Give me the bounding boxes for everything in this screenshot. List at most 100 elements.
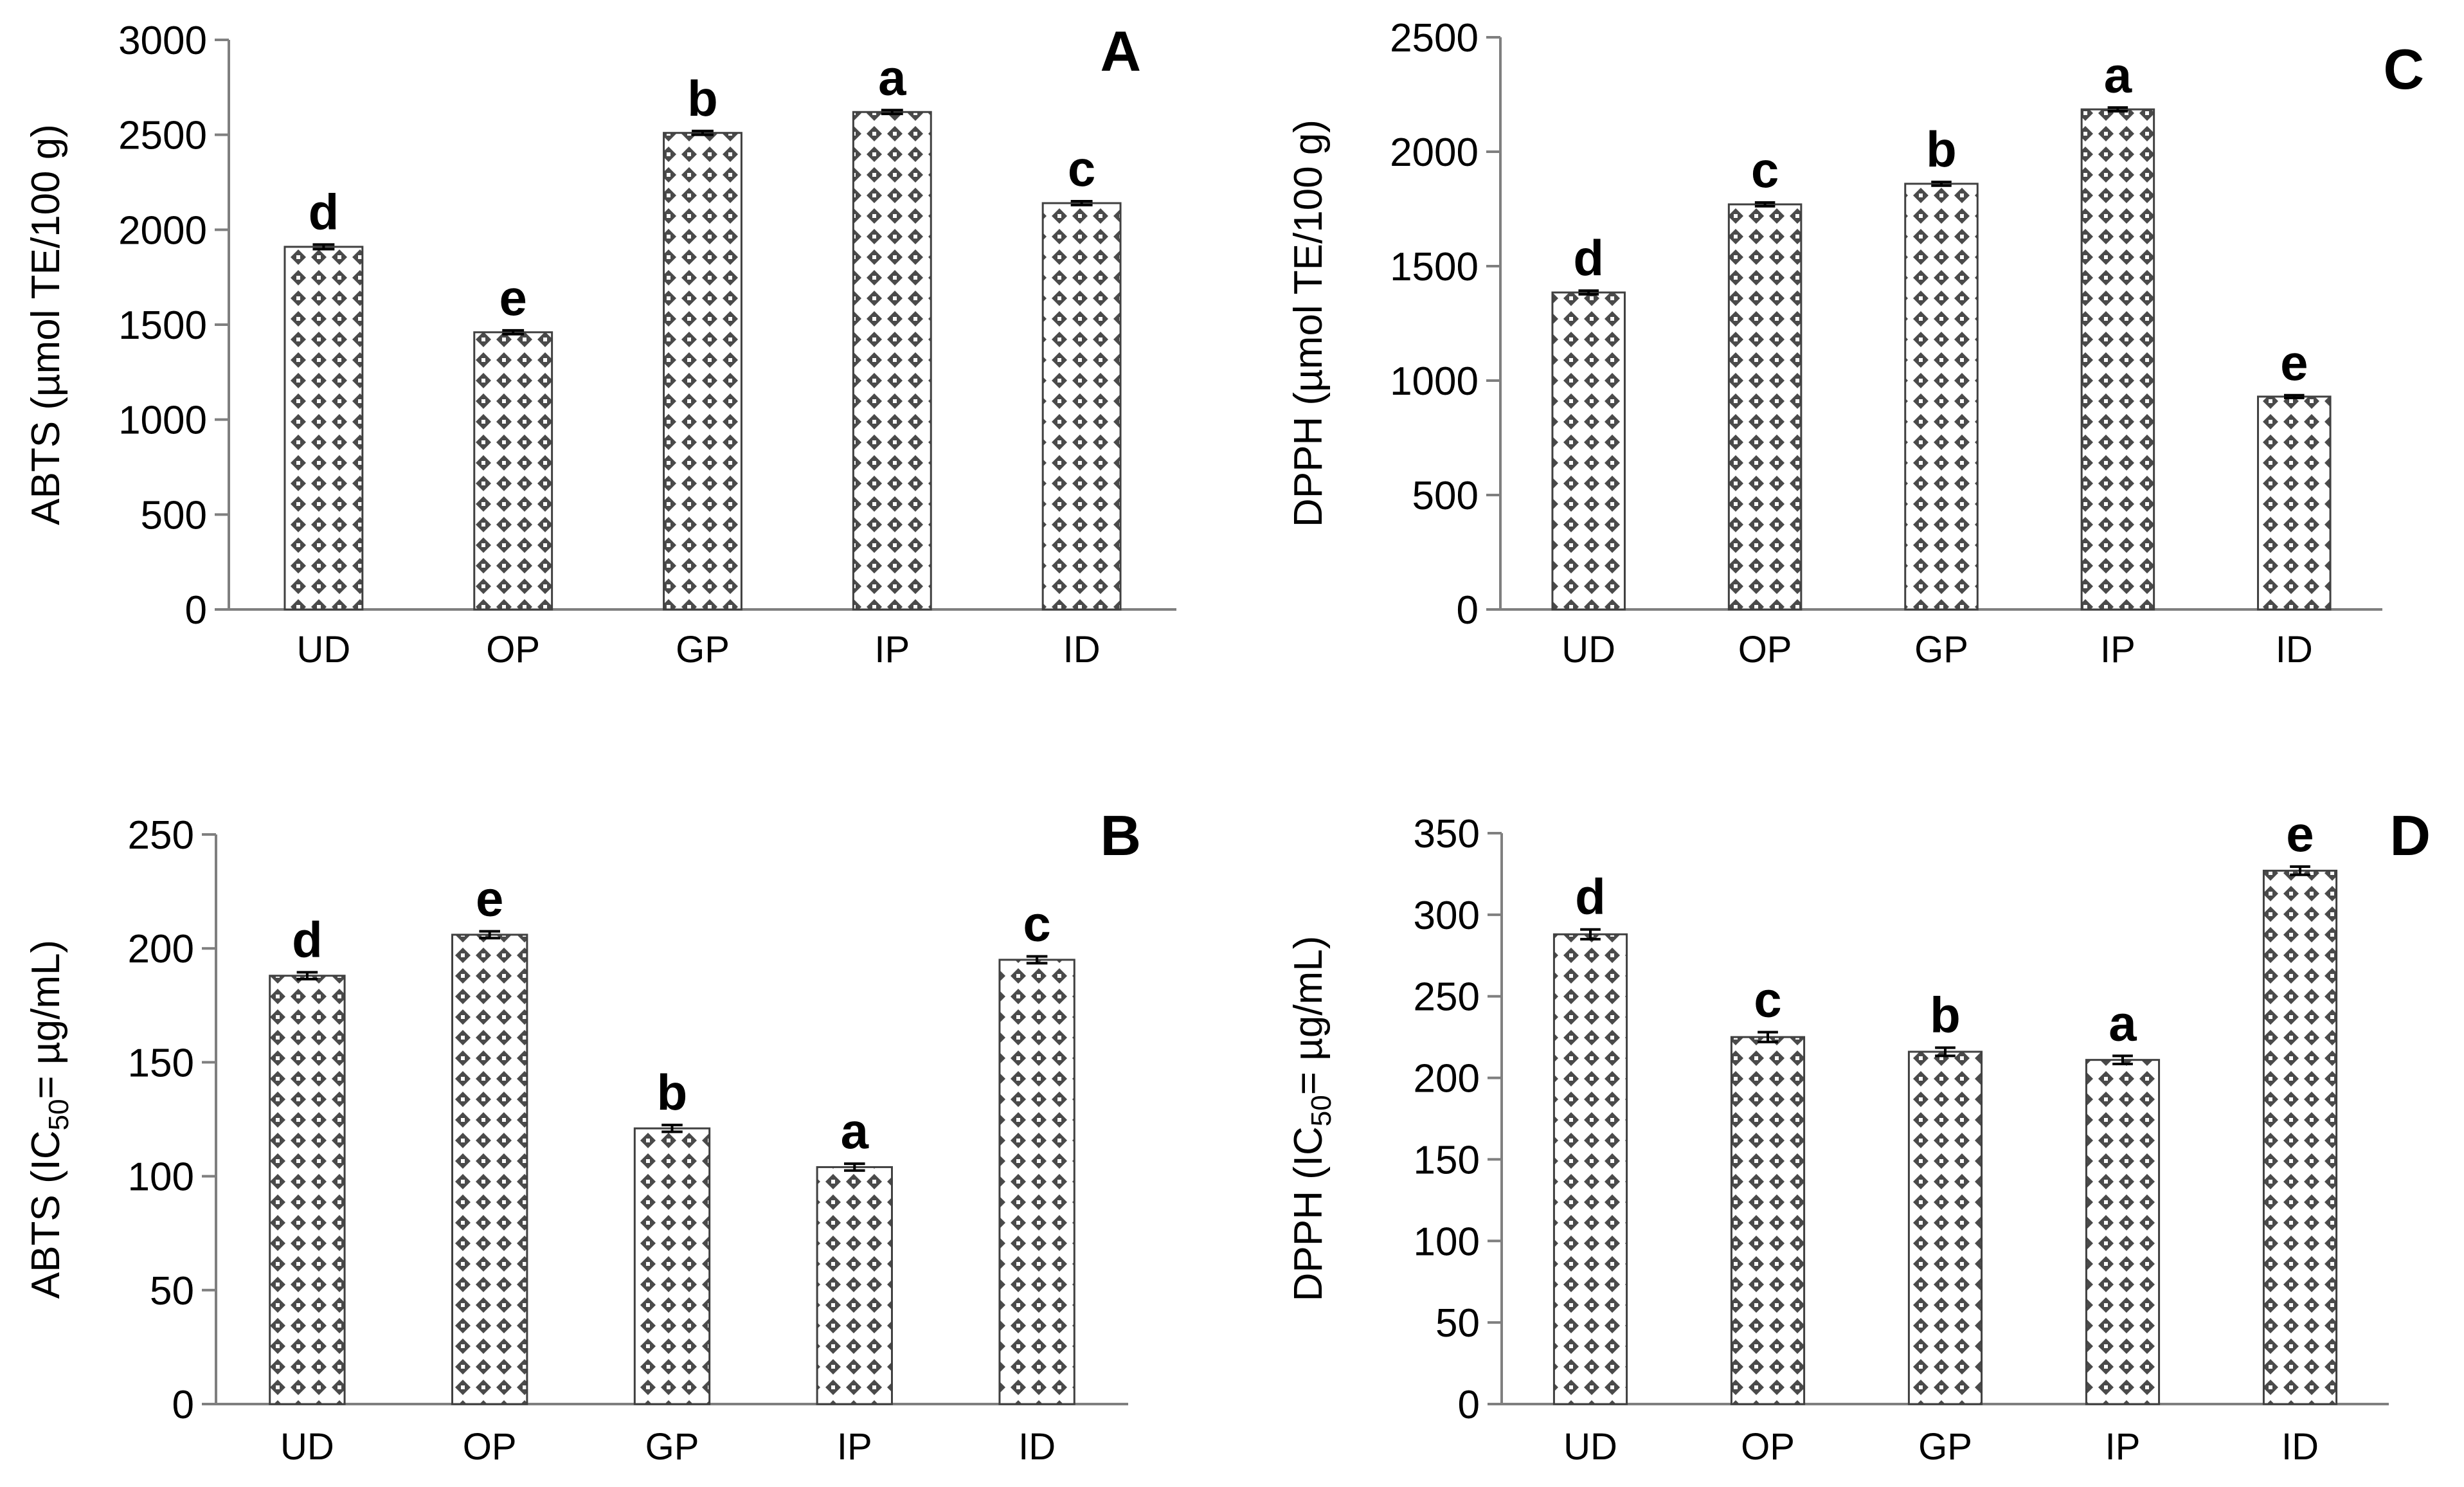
bar-ud xyxy=(1551,291,1626,611)
bar-gp xyxy=(1904,183,1979,611)
y-tick-label: 350 xyxy=(1414,812,1480,856)
significance-letter: a xyxy=(2104,46,2132,103)
bar-op xyxy=(1727,203,1803,611)
bar-ip xyxy=(816,1166,893,1405)
y-axis-title: ABTS (IC50= µg/mL) xyxy=(24,940,75,1299)
significance-letter: c xyxy=(1068,140,1095,197)
y-tick-label: 500 xyxy=(141,493,207,537)
y-tick-label: 100 xyxy=(128,1155,194,1200)
y-tick-label: 2500 xyxy=(118,114,207,158)
chart-dpph-teac-svg: 0 500 1000 1500 2000 2500 d UD c OP b GP a IP e ID DPPH … xyxy=(1286,16,2424,671)
category-label: GP xyxy=(1914,629,1968,671)
panel-label: D xyxy=(2389,804,2431,867)
chart-panel-abts-ic50: 0 50 100 150 200 250 d UD e OP b GP a IP c ID ABTS (IC50… xyxy=(0,739,1232,1485)
bar-gp xyxy=(663,132,742,611)
bar-gp xyxy=(1907,1050,1983,1405)
y-tick-label: 1000 xyxy=(1390,359,1479,404)
y-axis-title-part: = µg/mL) xyxy=(24,940,68,1099)
bar-ud xyxy=(283,246,364,611)
significance-letter: d xyxy=(1573,230,1604,286)
category-label: IP xyxy=(2105,1426,2141,1468)
bar-ud xyxy=(1552,933,1628,1405)
category-label: UD xyxy=(1563,1426,1617,1468)
y-tick-label: 300 xyxy=(1414,894,1480,938)
category-label: ID xyxy=(2281,1426,2319,1468)
y-axis-title-part: DPPH (IC xyxy=(1286,1126,1331,1301)
category-label: OP xyxy=(1738,629,1792,671)
panel-label: B xyxy=(1100,804,1141,867)
panel-label: A xyxy=(1100,19,1141,83)
panel-label: C xyxy=(2383,37,2424,101)
significance-letter: e xyxy=(2286,806,2314,862)
y-axis-title-part: = µg/mL) xyxy=(1286,936,1331,1095)
category-label: GP xyxy=(1918,1426,1972,1468)
y-axis-title: ABTS (µmol TE/100 g) xyxy=(24,124,68,525)
category-label: OP xyxy=(1741,1426,1795,1468)
category-label: ID xyxy=(2276,629,2313,671)
significance-letter: c xyxy=(1754,971,1781,1028)
significance-letter: c xyxy=(1023,896,1050,952)
category-label: UD xyxy=(1561,629,1615,671)
category-label: GP xyxy=(676,629,730,671)
category-label: UD xyxy=(297,629,351,671)
bar-id xyxy=(2262,869,2338,1405)
y-axis-title: DPPH (µmol TE/100 g) xyxy=(1286,120,1331,527)
significance-letter: b xyxy=(657,1064,688,1121)
bar-gp xyxy=(633,1127,711,1405)
y-tick-label: 0 xyxy=(1457,588,1479,633)
y-tick-label: 200 xyxy=(128,927,194,971)
category-label: IP xyxy=(874,629,910,671)
y-tick-label: 1500 xyxy=(1390,245,1479,289)
significance-letter: b xyxy=(1930,987,1961,1043)
y-tick-label: 50 xyxy=(1435,1301,1480,1346)
category-label: OP xyxy=(486,629,540,671)
significance-letter: d xyxy=(309,183,339,240)
y-tick-label: 50 xyxy=(150,1269,194,1313)
significance-letter: b xyxy=(1926,121,1957,177)
category-label: ID xyxy=(1063,629,1101,671)
category-label: UD xyxy=(280,1426,334,1468)
significance-letter: e xyxy=(476,870,503,927)
bar-id xyxy=(1041,202,1122,611)
y-tick-label: 150 xyxy=(128,1041,194,1085)
significance-letter: d xyxy=(1575,869,1606,925)
y-tick-label: 200 xyxy=(1414,1057,1480,1101)
chart-panel-dpph-ic50: 0 50 100 150 200 250 300 350 d UD c OP b GP a IP e ID DPPH… xyxy=(1232,739,2463,1485)
y-tick-label: 2000 xyxy=(1390,131,1479,175)
chart-panel-dpph-teac: 0 500 1000 1500 2000 2500 d UD c OP b GP a IP e ID DPPH … xyxy=(1232,0,2463,720)
bar-ip xyxy=(2085,1059,2161,1405)
significance-letter: e xyxy=(2280,334,2308,391)
bar-ud xyxy=(269,975,346,1405)
y-axis-title-part: ABTS (IC xyxy=(24,1130,68,1299)
bar-ip xyxy=(852,111,932,611)
y-axis-title: DPPH (IC50= µg/mL) xyxy=(1286,936,1337,1302)
y-tick-label: 0 xyxy=(1458,1383,1480,1427)
category-label: OP xyxy=(463,1426,517,1468)
y-tick-label: 0 xyxy=(185,588,207,633)
significance-letter: a xyxy=(878,49,906,105)
y-tick-label: 150 xyxy=(1414,1138,1480,1182)
significance-letter: c xyxy=(1751,141,1779,198)
significance-letter: a xyxy=(841,1103,869,1159)
chart-dpph-ic50-svg: 0 50 100 150 200 250 300 350 d UD c OP b GP a IP e ID DPPH… xyxy=(1286,804,2431,1468)
chart-panel-abts-teac: 0 500 1000 1500 2000 2500 3000 d UD e OP b GP a IP c ID A… xyxy=(0,0,1232,720)
y-tick-label: 3000 xyxy=(118,19,207,63)
bar-op xyxy=(451,933,528,1405)
category-label: IP xyxy=(2100,629,2136,671)
significance-letter: d xyxy=(292,911,323,968)
y-tick-label: 1000 xyxy=(118,399,207,443)
y-tick-label: 0 xyxy=(172,1383,194,1427)
significance-letter: a xyxy=(2109,995,2137,1051)
category-label: GP xyxy=(645,1426,699,1468)
y-axis-title-subscript: 50 xyxy=(1306,1095,1337,1126)
significance-letter: e xyxy=(499,269,527,326)
y-tick-label: 500 xyxy=(1412,474,1479,518)
significance-letter: b xyxy=(687,70,718,127)
bar-op xyxy=(1730,1036,1806,1405)
y-tick-label: 2000 xyxy=(118,208,207,253)
y-tick-label: 2500 xyxy=(1390,16,1479,60)
y-axis-title-subscript: 50 xyxy=(43,1099,75,1130)
bar-ip xyxy=(2080,108,2155,611)
y-tick-label: 100 xyxy=(1414,1220,1480,1264)
